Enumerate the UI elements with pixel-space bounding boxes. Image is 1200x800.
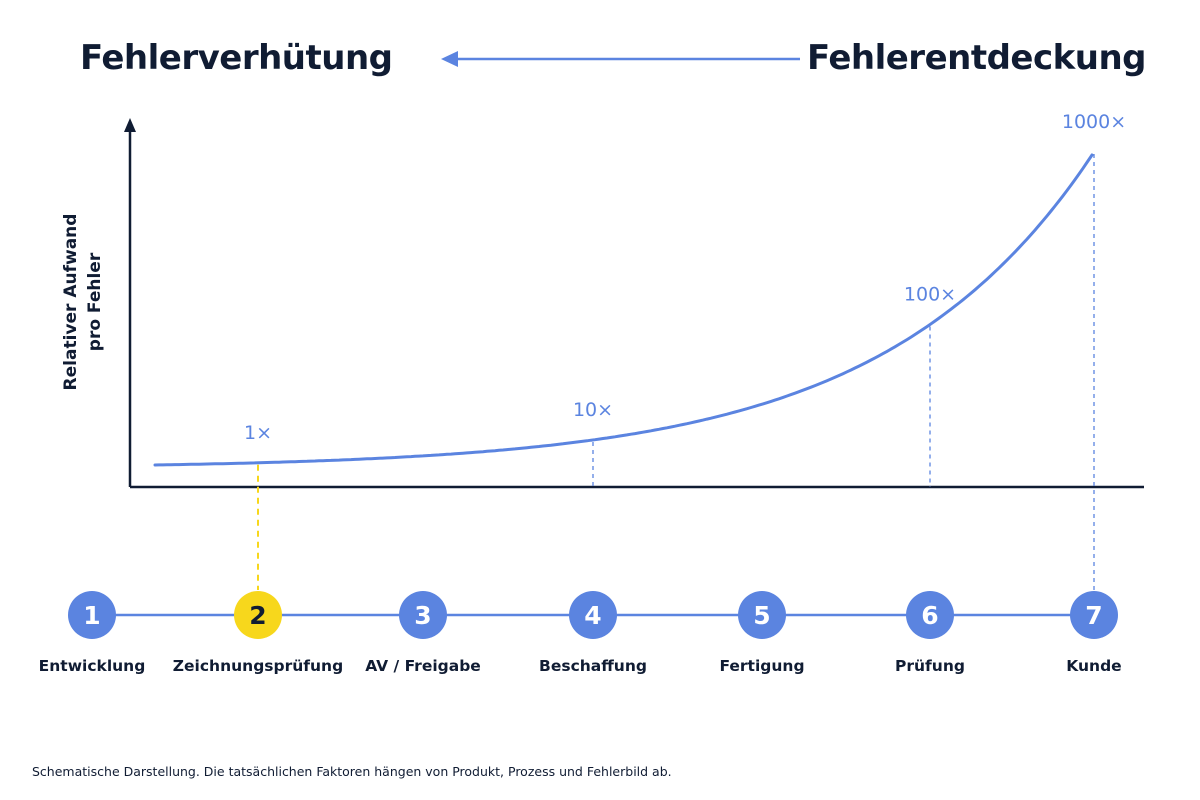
stage-circle-7: [1070, 591, 1118, 639]
value-label-3: 100×: [904, 283, 956, 305]
stage-circle-4: [569, 591, 617, 639]
stage-number-7: 7: [1085, 601, 1102, 630]
stage-number-3: 3: [414, 601, 431, 630]
prevention-title: Fehlerverhütung: [80, 38, 393, 78]
stage-circle-3: [399, 591, 447, 639]
stage-label-7: Kunde: [1066, 657, 1121, 675]
stage-label-6: Prüfung: [895, 657, 965, 675]
stage-number-6: 6: [921, 601, 938, 630]
detection-title: Fehlerentdeckung: [806, 38, 1147, 78]
stage-circle-2: [234, 591, 282, 639]
stage-label-3: AV / Freigabe: [365, 657, 481, 675]
cost-curve-line: [153, 153, 1094, 467]
stage-number-1: 1: [83, 601, 100, 630]
direction-arrow-head-icon: [441, 51, 458, 67]
stage-label-1: Entwicklung: [39, 657, 146, 675]
stage-label-2: Zeichnungsprüfung: [173, 657, 343, 675]
stage-circle-1: [68, 591, 116, 639]
stage-label-4: Beschaffung: [539, 657, 647, 675]
y-axis-arrow-icon: [124, 118, 136, 132]
stage-number-4: 4: [584, 601, 601, 630]
stage-number-5: 5: [753, 601, 770, 630]
value-label-1: 1×: [244, 422, 272, 444]
value-label-2: 10×: [573, 399, 613, 421]
stage-circle-6: [906, 591, 954, 639]
value-label-4: 1000×: [1062, 111, 1126, 133]
stage-circle-5: [738, 591, 786, 639]
footnote: Schematische Darstellung. Die tatsächlic…: [32, 764, 672, 779]
stage-number-2: 2: [249, 601, 266, 630]
stage-label-5: Fertigung: [719, 657, 804, 675]
